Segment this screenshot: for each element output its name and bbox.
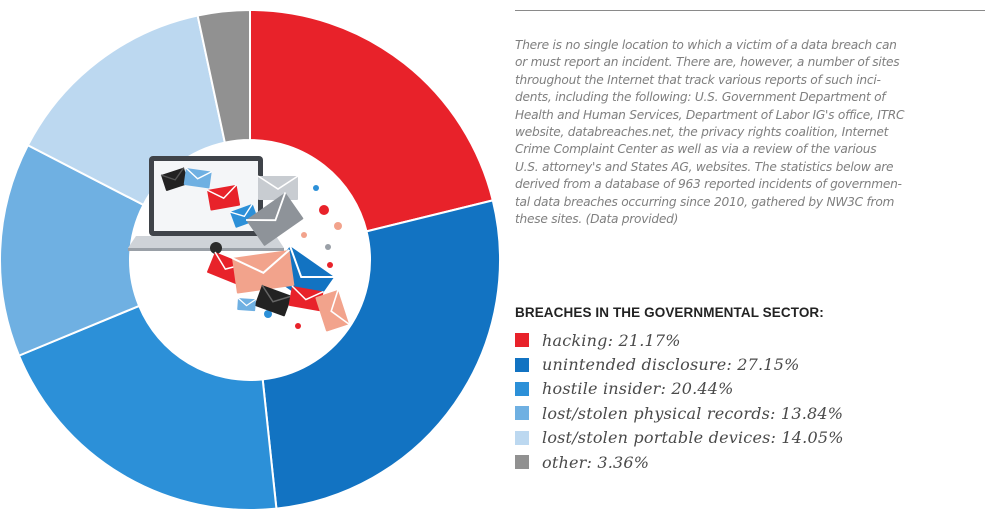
legend-swatch <box>515 455 529 470</box>
legend-item: hacking: 21.17% <box>515 328 844 352</box>
description-line: Crime Complaint Center as well as via a … <box>515 142 877 157</box>
legend-label: hacking: 21.17% <box>542 330 681 350</box>
legend-label: hostile insider: 20.44% <box>542 379 734 399</box>
legend-swatch <box>515 430 529 445</box>
description-line: U.S. attorney's and States AG, websites.… <box>515 159 894 174</box>
slice-hostile-insider <box>17 304 278 511</box>
legend-label: lost/stolen physical records: 13.84% <box>542 403 844 423</box>
legend-item: lost/stolen portable devices: 14.05% <box>515 426 844 450</box>
description-line: Health and Human Services, Department of… <box>515 107 905 122</box>
legend-label: unintended disclosure: 27.15% <box>542 355 800 375</box>
description-line: dents, including the following: U.S. Gov… <box>515 90 886 105</box>
description-line: throughout the Internet that track vario… <box>515 72 881 87</box>
legend-item: other: 3.36% <box>515 450 844 474</box>
description-line: There is no single location to which a v… <box>515 38 897 52</box>
description-line: these sites. (Data provided) <box>515 212 679 227</box>
donut-chart <box>0 8 500 511</box>
description-line: derived from a database of 963 reported … <box>515 177 902 192</box>
legend-item: unintended disclosure: 27.15% <box>515 352 844 376</box>
legend-title: BREACHES IN THE GOVERNMENTAL SECTOR: <box>515 305 824 320</box>
legend-swatch <box>515 406 529 421</box>
description-line: website, databreaches.net, the privacy r… <box>515 125 889 140</box>
description-text: There is no single location to which a v… <box>515 37 985 228</box>
legend-item: lost/stolen physical records: 13.84% <box>515 401 844 425</box>
description-line: or must report an incident. There are, h… <box>515 55 900 70</box>
legend-label: lost/stolen portable devices: 14.05% <box>542 428 844 448</box>
top-rule <box>515 10 985 11</box>
description-line: tal data breaches occurring since 2010, … <box>515 194 895 209</box>
laptop-with-envelopes-icon <box>128 156 350 332</box>
legend-swatch <box>515 357 529 372</box>
legend-item: hostile insider: 20.44% <box>515 377 844 401</box>
legend: hacking: 21.17% unintended disclosure: 27… <box>515 328 844 474</box>
legend-swatch <box>515 381 529 396</box>
legend-swatch <box>515 333 529 348</box>
legend-label: other: 3.36% <box>542 452 650 472</box>
